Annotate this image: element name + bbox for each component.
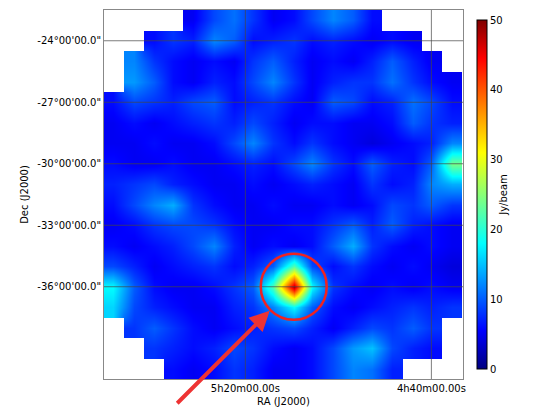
svg-text:-33°00'00.0": -33°00'00.0" bbox=[37, 220, 101, 231]
svg-text:-24°00'00.0": -24°00'00.0" bbox=[37, 35, 101, 46]
svg-text:4h40m00.00s: 4h40m00.00s bbox=[397, 383, 466, 394]
svg-text:30: 30 bbox=[490, 154, 503, 165]
svg-text:RA (J2000): RA (J2000) bbox=[257, 396, 310, 407]
svg-text:-27°00'00.0": -27°00'00.0" bbox=[37, 97, 101, 108]
svg-text:Jy/beam: Jy/beam bbox=[498, 174, 509, 216]
svg-text:5h20m00.00s: 5h20m00.00s bbox=[211, 383, 280, 394]
svg-text:-36°00'00.0": -36°00'00.0" bbox=[37, 281, 101, 292]
svg-text:50: 50 bbox=[490, 15, 503, 26]
svg-text:10: 10 bbox=[490, 294, 503, 305]
svg-text:0: 0 bbox=[490, 364, 496, 375]
svg-text:20: 20 bbox=[490, 224, 503, 235]
svg-text:-30°00'00.0": -30°00'00.0" bbox=[37, 158, 101, 169]
svg-text:Dec (J2000): Dec (J2000) bbox=[19, 165, 30, 224]
svg-text:40: 40 bbox=[490, 84, 503, 95]
